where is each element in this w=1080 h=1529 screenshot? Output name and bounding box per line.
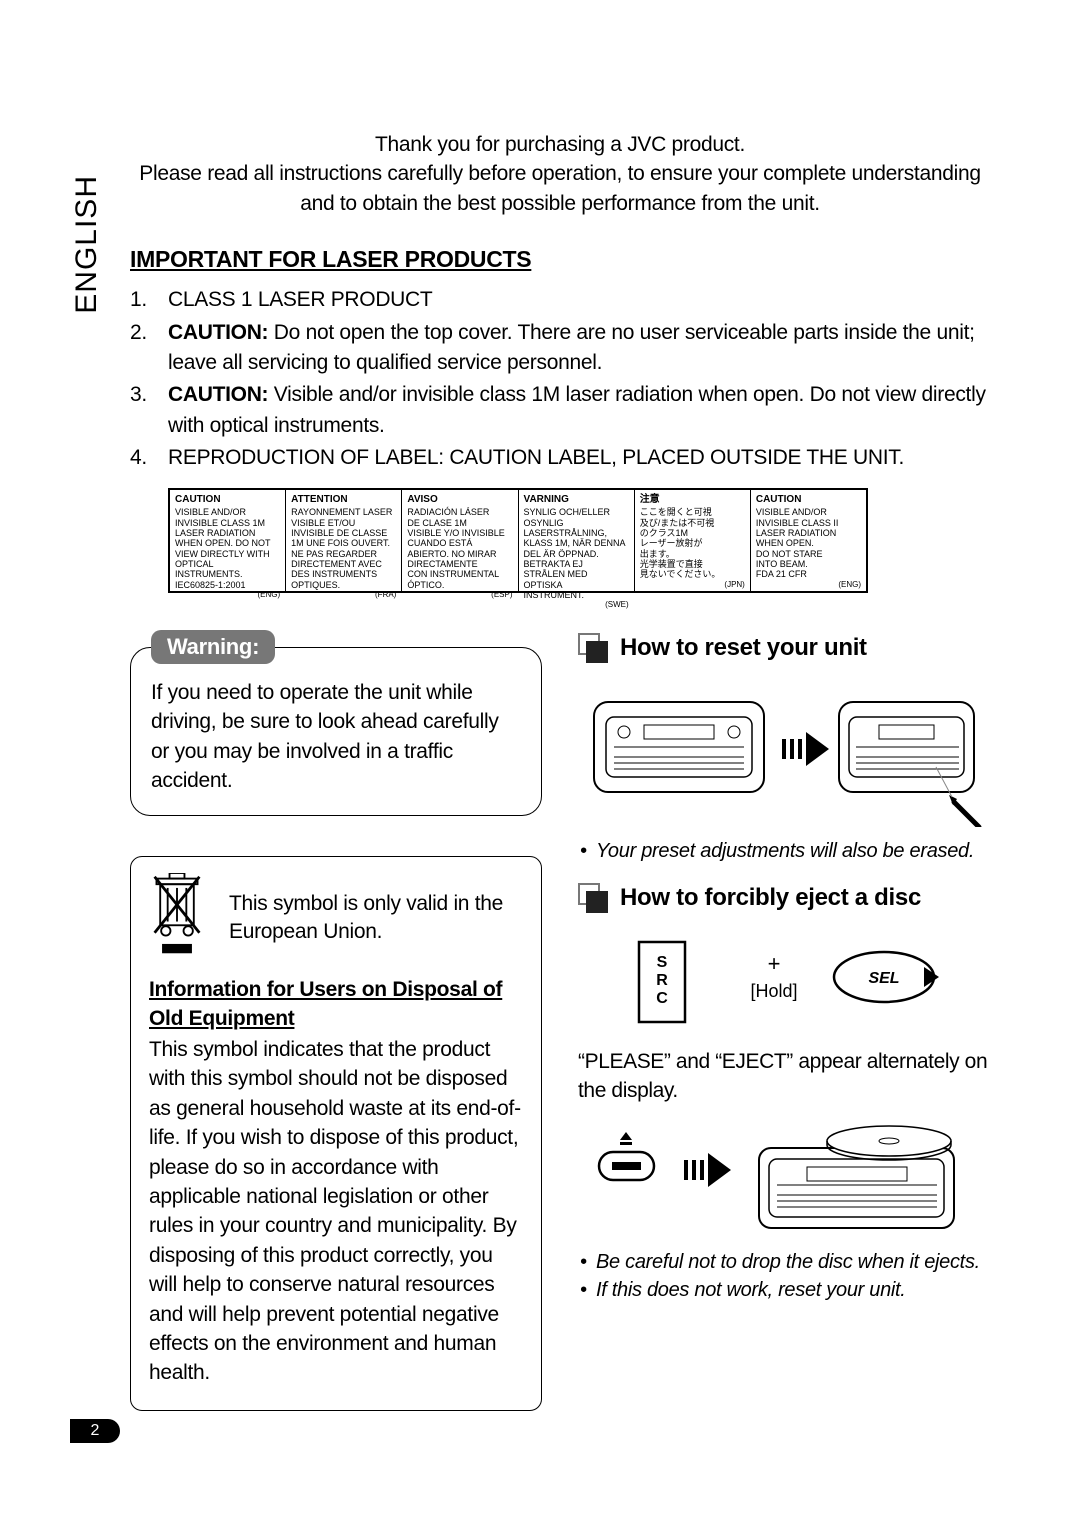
label-foot: (FRA) <box>291 590 396 599</box>
page-number: 2 <box>70 1419 120 1443</box>
label-col: ATTENTION RAYONNEMENT LASER VISIBLE ET/O… <box>286 490 402 591</box>
page-number-wrap: 2 <box>70 1419 130 1443</box>
label-foot: (ENG) <box>175 590 280 599</box>
reset-diagram <box>578 677 990 827</box>
laser-list: CLASS 1 LASER PRODUCT CAUTION: Do not op… <box>130 285 990 474</box>
eject-heading: How to forcibly eject a disc <box>578 883 990 913</box>
laser-item: CAUTION: Visible and/or invisible class … <box>130 380 990 441</box>
reset-section: How to reset your unit <box>578 633 990 865</box>
label-head: CAUTION <box>175 494 280 506</box>
label-head: ATTENTION <box>291 494 396 506</box>
eject-note: Be careful not to drop the disc when it … <box>578 1248 990 1276</box>
label-foot: (SWE) <box>524 600 629 609</box>
eject-heading-text: How to forcibly eject a disc <box>620 884 921 912</box>
caution-label-reproduction: CAUTION VISIBLE AND/OR INVISIBLE CLASS 1… <box>168 488 868 593</box>
svg-text:+: + <box>768 951 781 976</box>
reset-note: Your preset adjustments will also be era… <box>578 837 990 865</box>
section-bullet-icon <box>578 633 608 663</box>
label-head: 注意 <box>640 494 745 506</box>
eject-diagram-1: S R C + [Hold] SEL <box>578 927 990 1037</box>
label-body: VISIBLE AND/OR INVISIBLE CLASS 1M LASER … <box>175 507 280 590</box>
weee-icon-note: This symbol is only valid in the Europea… <box>229 890 523 947</box>
intro-line2: Please read all instructions carefully b… <box>139 162 980 214</box>
laser-item-text: Visible and/or invisible class 1M laser … <box>168 383 986 436</box>
label-col: CAUTION VISIBLE AND/OR INVISIBLE CLASS 1… <box>170 490 286 591</box>
label-body: SYNLIG OCH/ELLER OSYNLIG LASERSTRÅLNING,… <box>524 507 629 600</box>
warning-box: Warning: If you need to operate the unit… <box>130 647 542 817</box>
eject-message: “PLEASE” and “EJECT” appear alternately … <box>578 1047 990 1106</box>
eject-note: If this does not work, reset your unit. <box>578 1276 990 1304</box>
label-col: AVISO RADIACIÓN LÁSER DE CLASE 1M VISIBL… <box>402 490 518 591</box>
weee-box: This symbol is only valid in the Europea… <box>130 856 542 1410</box>
label-body: RAYONNEMENT LASER VISIBLE ET/OU INVISIBL… <box>291 507 396 590</box>
laser-item: CAUTION: Do not open the top cover. Ther… <box>130 318 990 379</box>
laser-item-text: Do not open the top cover. There are no … <box>168 321 975 374</box>
svg-text:R: R <box>656 972 668 989</box>
svg-text:C: C <box>656 990 668 1007</box>
label-col: 注意 ここを開くと可視 及び/または不可視 のクラス1M レーザー放射が 出ます… <box>635 490 751 591</box>
label-foot: (ESP) <box>407 590 512 599</box>
label-col: CAUTION VISIBLE AND/OR INVISIBLE CLASS I… <box>751 490 866 591</box>
label-body: RADIACIÓN LÁSER DE CLASE 1M VISIBLE Y/O … <box>407 507 512 590</box>
language-tab: ENGLISH <box>70 175 104 314</box>
intro-line1: Thank you for purchasing a JVC product. <box>375 133 745 156</box>
intro-text: Thank you for purchasing a JVC product. … <box>130 130 990 218</box>
label-body: VISIBLE AND/OR INVISIBLE CLASS II LASER … <box>756 507 861 579</box>
laser-item: REPRODUCTION OF LABEL: CAUTION LABEL, PL… <box>130 443 990 473</box>
label-foot: (JPN) <box>640 580 745 589</box>
reset-heading-text: How to reset your unit <box>620 634 867 662</box>
sel-label: SEL <box>868 970 899 987</box>
src-label: S <box>657 954 668 971</box>
weee-subtitle: Information for Users on Disposal of Old… <box>149 976 523 1033</box>
weee-body: This symbol indicates that the product w… <box>149 1035 523 1388</box>
laser-item-text: CLASS 1 LASER PRODUCT <box>168 288 432 311</box>
label-col: VARNING SYNLIG OCH/ELLER OSYNLIG LASERST… <box>519 490 635 591</box>
label-body: ここを開くと可視 及び/または不可視 のクラス1M レーザー放射が 出ます。 光… <box>640 507 745 579</box>
weee-bin-icon <box>149 873 209 962</box>
laser-section-title: IMPORTANT FOR LASER PRODUCTS <box>130 246 990 273</box>
reset-heading: How to reset your unit <box>578 633 990 663</box>
laser-item: CLASS 1 LASER PRODUCT <box>130 285 990 315</box>
hold-label: [Hold] <box>750 981 797 1001</box>
label-head: CAUTION <box>756 494 861 506</box>
label-head: VARNING <box>524 494 629 506</box>
laser-item-text: REPRODUCTION OF LABEL: CAUTION LABEL, PL… <box>168 446 904 469</box>
eject-section: How to forcibly eject a disc S R C + [Ho… <box>578 883 990 1304</box>
eject-diagram-2 <box>578 1118 990 1238</box>
label-foot: (ENG) <box>756 580 861 589</box>
caution-label: CAUTION: <box>168 383 268 406</box>
section-bullet-icon <box>578 883 608 913</box>
warning-text: If you need to operate the unit while dr… <box>151 678 521 796</box>
caution-label: CAUTION: <box>168 321 268 344</box>
warning-tab: Warning: <box>151 630 275 664</box>
label-head: AVISO <box>407 494 512 506</box>
